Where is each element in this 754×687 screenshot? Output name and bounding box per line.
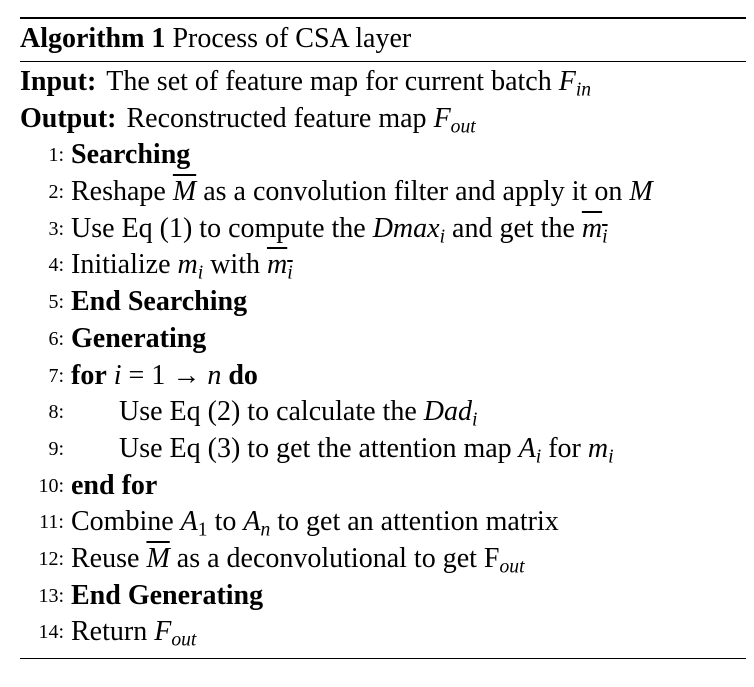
algorithm-line-5: 5: End Searching — [20, 284, 746, 321]
line-number: 1: — [48, 144, 64, 167]
line-number: 12: — [38, 547, 64, 570]
line-number: 5: — [48, 291, 64, 314]
algorithm-body: Input: The set of feature map for current… — [20, 64, 746, 651]
line-statement: Reuse M as a deconvolutional to get Fout — [71, 542, 525, 578]
line-statement: Use Eq (3) to get the attention map Ai f… — [119, 432, 614, 468]
algorithm-line-2: 2: Reshape M as a convolution filter and … — [20, 174, 746, 211]
line-statement: End Searching — [71, 286, 248, 318]
algorithm-line-8: 8: Use Eq (2) to calculate the Dadi — [20, 394, 746, 431]
line-number: 14: — [38, 621, 64, 644]
line-statement: Reshape M as a convolution filter and ap… — [71, 176, 653, 208]
algorithm-line-3: 3: Use Eq (1) to compute the Dmaxi and ge… — [20, 211, 746, 248]
output-variable: Fout — [433, 102, 476, 138]
line-number: 13: — [38, 584, 64, 607]
line-statement: Return Fout — [71, 616, 197, 651]
input-text: The set of feature map for current batch — [106, 66, 559, 97]
algorithm-line-7: 7: for i = 1 → n do — [20, 358, 746, 395]
algorithm-line-13: 13: End Generating — [20, 578, 746, 615]
input-label: Input: — [20, 66, 97, 97]
line-statement: Generating — [71, 322, 207, 354]
algorithm-line-10: 10: end for — [20, 468, 746, 505]
caption-title: Process of CSA layer — [172, 23, 412, 54]
line-statement: for i = 1 → n do — [71, 359, 258, 391]
line-number: 6: — [48, 327, 64, 350]
caption-rule — [20, 61, 746, 63]
algorithm-line-11: 11: Combine A1 to An to get an attention … — [20, 504, 746, 541]
line-number: 4: — [48, 254, 64, 277]
line-statement: end for — [71, 469, 158, 501]
caption-label: Algorithm 1 — [20, 23, 166, 54]
algorithm-caption: Algorithm 1 Process of CSA layer — [20, 21, 411, 58]
output-text: Reconstructed feature map — [126, 102, 434, 134]
algorithm-line-9: 9: Use Eq (3) to get the attention map Ai… — [20, 431, 746, 468]
line-statement: Use Eq (2) to calculate the Dadi — [119, 396, 478, 431]
line-number: 10: — [38, 474, 64, 497]
algorithm-steps: 1: Searching 2: Reshape M as a convolution … — [20, 137, 746, 651]
algorithm-line-12: 12: Reuse M as a deconvolutional to get F… — [20, 541, 746, 578]
line-number: 11: — [39, 511, 64, 534]
line-number: 9: — [48, 437, 64, 460]
line-statement: Combine A1 to An to get an attention mat… — [71, 506, 559, 541]
output-line: Output: Reconstructed feature map Fout — [20, 101, 746, 138]
line-statement: End Generating — [71, 579, 264, 611]
algorithm-line-1: 1: Searching — [20, 137, 746, 174]
bottom-rule — [20, 658, 746, 660]
line-statement: Use Eq (1) to compute the Dmaxi and get … — [71, 212, 608, 248]
line-number: 8: — [48, 401, 64, 424]
algorithm-line-14: 14: Return Fout — [20, 614, 746, 651]
top-rule — [20, 17, 746, 19]
line-number: 7: — [48, 364, 64, 387]
line-number: 2: — [48, 181, 64, 204]
line-number: 3: — [48, 217, 64, 240]
line-statement: Searching — [71, 139, 191, 171]
input-line: Input: The set of feature map for current… — [20, 64, 746, 101]
line-statement: Initialize mi with mi — [71, 249, 293, 284]
output-label: Output: — [20, 102, 117, 134]
input-variable: Fin — [558, 66, 592, 101]
algorithm-line-6: 6: Generating — [20, 321, 746, 358]
algorithm-line-4: 4: Initialize mi with mi — [20, 247, 746, 284]
